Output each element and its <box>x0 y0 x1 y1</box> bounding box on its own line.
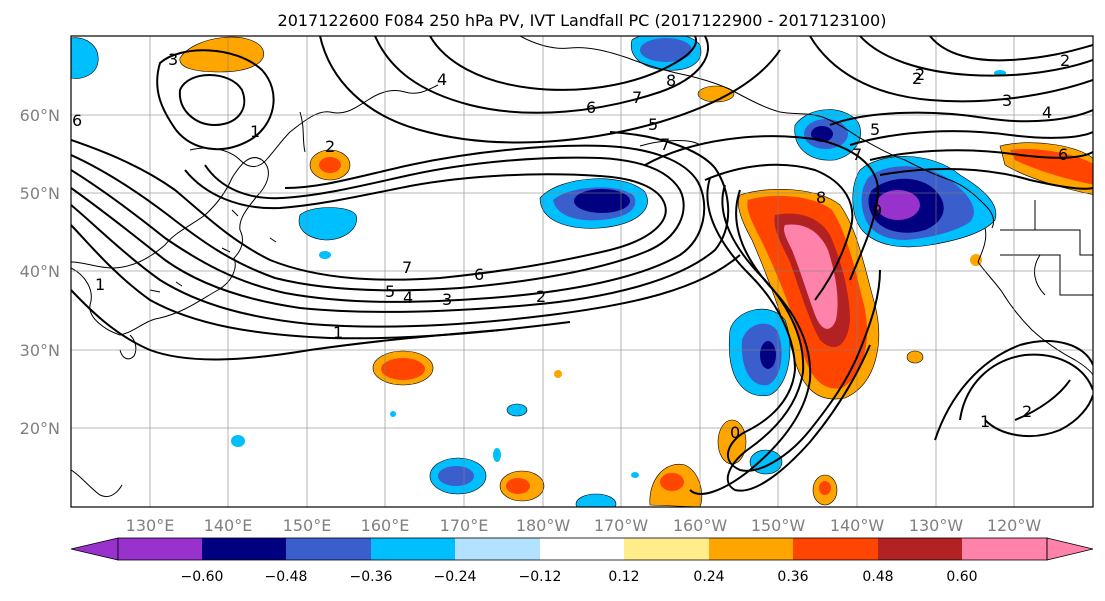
contour-label: 4 <box>1042 103 1052 122</box>
colorbar-segment <box>793 538 878 560</box>
colorbar-segment <box>540 538 624 560</box>
contour-label: 9 <box>872 201 882 220</box>
latitude-labels: 60°N 50°N 40°N 30°N 20°N <box>20 106 60 438</box>
lon-label: 180°W <box>516 516 571 535</box>
contour-label: 0 <box>730 423 740 442</box>
contour-label: 1 <box>333 323 343 342</box>
contour-label: 8 <box>816 188 826 207</box>
longitude-labels: 130°E 140°E 150°E 160°E 170°E 180°W 170°… <box>126 516 1042 535</box>
lat-label: 40°N <box>20 262 60 281</box>
colorbar-tick-label: −0.12 <box>519 569 562 585</box>
contour-label: 7 <box>402 258 412 277</box>
contour-label: 6 <box>586 98 596 117</box>
coastlines <box>71 36 1093 498</box>
contour-label: 2 <box>1022 402 1032 421</box>
contour-label: 1 <box>980 412 990 431</box>
lat-label: 50°N <box>20 184 60 203</box>
contour-label: 2 <box>325 137 335 156</box>
ivt-contours <box>71 36 1093 495</box>
contour-label: 1 <box>250 122 260 141</box>
colorbar-tick-label: 0.60 <box>946 569 977 585</box>
map-panel: 1 2 3 4 5 6 7 8 9 7 6 5 4 3 2 1 2 7 6 5 … <box>71 36 1093 507</box>
lat-label: 30°N <box>20 341 60 360</box>
map-frame <box>70 35 1094 508</box>
contour-label: 3 <box>442 290 452 309</box>
contour-label: 6 <box>72 111 82 130</box>
lon-label: 130°E <box>126 516 175 535</box>
lon-label: 160°W <box>673 516 728 535</box>
colorbar-tick-label: 0.48 <box>862 569 893 585</box>
colorbar-segment <box>286 538 371 560</box>
contour-label: 6 <box>1058 145 1068 164</box>
lat-label: 20°N <box>20 419 60 438</box>
colorbar-tick-label: −0.36 <box>350 569 393 585</box>
contour-label: 2 <box>915 65 925 84</box>
colorbar-segment <box>962 538 1047 560</box>
colorbar-ticks: −0.60 −0.48 −0.36 −0.24 −0.12 0.12 0.24 … <box>181 569 978 585</box>
contour-label: 8 <box>666 71 676 90</box>
colorbar-tick-label: −0.60 <box>181 569 224 585</box>
contour-label: 3 <box>1002 91 1012 110</box>
colorbar-tick-label: 0.36 <box>777 569 808 585</box>
colorbar-segment <box>878 538 962 560</box>
colorbar-segment <box>202 538 286 560</box>
lon-label: 170°W <box>594 516 649 535</box>
colorbar-tick-label: 0.12 <box>608 569 639 585</box>
colorbar: −0.60 −0.48 −0.36 −0.24 −0.12 0.12 0.24 … <box>70 537 1094 585</box>
contour-label: 4 <box>437 70 447 89</box>
lat-label: 60°N <box>20 106 60 125</box>
lon-label: 150°W <box>751 516 806 535</box>
colorbar-extend-low <box>70 537 119 561</box>
contour-label: 1 <box>95 275 105 294</box>
figure-title: 2017122600 F084 250 hPa PV, IVT Landfall… <box>278 11 887 30</box>
colorbar-segment <box>709 538 793 560</box>
contour-label: 2 <box>912 69 922 88</box>
graticule <box>71 36 1093 507</box>
lon-label: 130°W <box>909 516 964 535</box>
contour-label: 2 <box>1060 51 1070 70</box>
contour-labels: 1 2 3 4 5 6 7 8 9 7 6 5 4 3 2 1 2 7 6 5 … <box>72 50 1070 442</box>
lon-label: 140°E <box>204 516 253 535</box>
colorbar-segment <box>118 538 202 560</box>
colorbar-tick-label: 0.24 <box>693 569 724 585</box>
contour-label: 5 <box>648 115 658 134</box>
lon-label: 170°E <box>440 516 489 535</box>
contour-label: 2 <box>536 287 546 306</box>
contour-label: 3 <box>168 50 178 69</box>
colorbar-tick-label: −0.48 <box>265 569 308 585</box>
colorbar-segment <box>455 538 540 560</box>
contour-label: 7 <box>660 135 670 154</box>
lon-label: 120°W <box>987 516 1042 535</box>
colorbar-tick-label: −0.24 <box>434 569 477 585</box>
lon-label: 140°W <box>830 516 885 535</box>
contour-label: 6 <box>474 265 484 284</box>
contour-label: 4 <box>403 288 413 307</box>
lon-label: 160°E <box>361 516 410 535</box>
contour-label: 7 <box>632 88 642 107</box>
contour-label: 5 <box>385 282 395 301</box>
colorbar-segment <box>624 538 709 560</box>
contour-label: 7 <box>852 145 862 164</box>
colorbar-extend-high <box>1046 537 1094 561</box>
colorbar-segment <box>371 538 455 560</box>
contour-label: 5 <box>870 120 880 139</box>
lon-label: 150°E <box>283 516 332 535</box>
